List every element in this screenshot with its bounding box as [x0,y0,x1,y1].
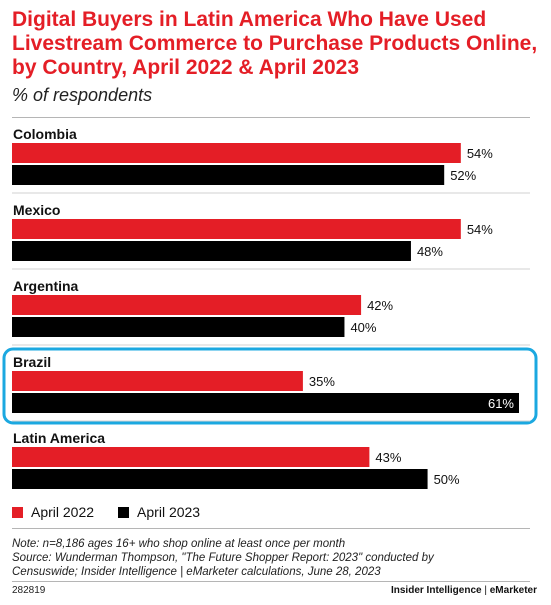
brand-left: Insider Intelligence [390,585,482,596]
bar-mexico-april-2022 [12,219,461,239]
data-label-argentina-april-2022: 42% [367,298,393,313]
highlight-box-brazil [2,347,538,425]
category-label-brazil: Brazil [13,354,51,370]
chart-note: Note: n=8,186 ages 16+ who shop online a… [12,537,537,579]
category-label-latin-america: Latin America [13,430,105,446]
data-label-latin-america-april-2022: 43% [375,450,401,465]
bar-mexico-april-2023 [12,241,411,261]
legend-item-april-2022: April 2022 [12,504,94,520]
data-label-argentina-april-2023: 40% [350,320,376,335]
legend: April 2022 April 2023 [12,504,200,520]
brand-right: eMarketer [489,585,537,596]
data-label-colombia-april-2023: 52% [450,168,476,183]
legend-swatch-april-2023 [118,506,130,518]
top-divider [12,117,530,118]
legend-swatch-april-2022 [12,506,23,518]
data-label-mexico-april-2023: 48% [417,244,443,259]
footer-divider [12,581,530,582]
source-line: Source: Wunderman Thompson, "The Future … [12,552,434,564]
chart-title: Digital Buyers in Latin America Who Have… [12,8,538,79]
data-label-mexico-april-2022: 54% [467,222,493,237]
brand-credit: Insider Intelligence | eMarketer [391,585,537,596]
data-label-latin-america-april-2023: 50% [434,472,460,487]
bar-latin-america-april-2022 [12,447,370,467]
bar-argentina-april-2022 [12,295,362,315]
bottom-divider [12,528,530,529]
data-label-colombia-april-2022: 54% [467,146,493,161]
source-line-cont: Censuswide; Insider Intelligence | eMark… [12,566,381,578]
brand-separator: | [481,585,490,596]
data-label-brazil-april-2022: 35% [309,374,335,389]
category-label-colombia: Colombia [13,126,77,142]
bar-argentina-april-2023 [12,317,345,337]
bar-brazil-april-2023 [12,393,519,413]
legend-label-april-2023: April 2023 [137,504,201,520]
bar-chart: Colombia 54% 52% Mexico 54% 48% Argentina 42% 40… [2,126,538,489]
bar-latin-america-april-2023 [12,469,428,489]
bar-colombia-april-2023 [12,165,445,185]
category-label-mexico: Mexico [13,202,60,218]
chart-id: 282819 [12,585,46,596]
note-line: Note: n=8,186 ages 16+ who shop online a… [12,538,346,550]
legend-item-april-2023: April 2023 [118,504,200,520]
data-label-brazil-april-2023: 61% [488,396,514,411]
bar-colombia-april-2022 [12,143,461,163]
bar-brazil-april-2022 [12,371,303,391]
category-label-argentina: Argentina [13,278,79,294]
chart-subtitle: % of respondents [12,85,153,105]
legend-label-april-2022: April 2022 [31,504,95,520]
